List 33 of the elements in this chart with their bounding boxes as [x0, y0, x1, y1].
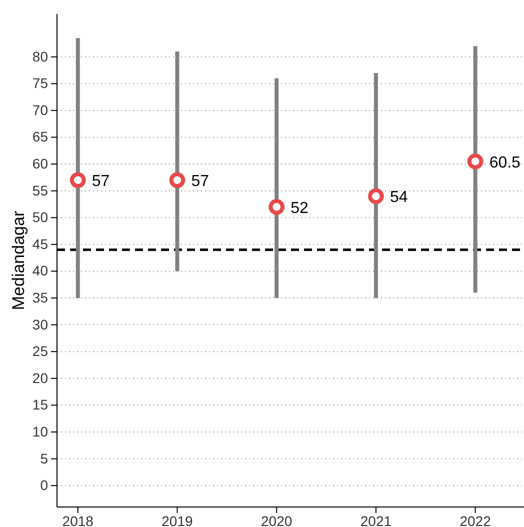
x-tick-label: 2019 [162, 512, 194, 527]
x-tick-label: 2020 [261, 512, 292, 527]
point [368, 188, 384, 204]
point [70, 172, 86, 188]
y-tick-label: 30 [32, 316, 48, 332]
y-tick-label: 75 [32, 75, 48, 92]
point [467, 153, 484, 170]
data-label: 57 [191, 173, 210, 190]
y-tick-label: 80 [32, 48, 48, 64]
y-tick-label: 70 [32, 102, 48, 118]
data-label: 52 [290, 200, 308, 217]
x-tick-label: 2021 [360, 512, 392, 527]
point [169, 172, 186, 188]
y-tick-label: 45 [32, 236, 48, 252]
y-tick-label: 55 [32, 182, 48, 198]
data-label: 60.5 [489, 154, 521, 172]
y-tick-label: 40 [32, 262, 48, 279]
x-tick-label: 2018 [62, 512, 94, 527]
y-tick-label: 20 [32, 370, 48, 386]
y-tick-label: 50 [32, 209, 48, 226]
y-tick-label: 0 [40, 477, 48, 494]
y-tick-label: 25 [32, 343, 48, 360]
y-axis-title: Mediandagar [9, 210, 28, 310]
y-tick-label: 35 [32, 289, 48, 306]
y-tick-label: 60 [32, 156, 48, 172]
x-tick-label: 2022 [460, 512, 492, 527]
point [268, 199, 285, 215]
y-tick-label: 5 [40, 450, 48, 466]
data-label: 54 [390, 189, 408, 206]
y-tick-label: 65 [32, 128, 48, 145]
y-tick-label: 10 [32, 423, 48, 440]
data-label: 57 [92, 173, 110, 190]
y-tick-label: 15 [32, 396, 48, 413]
